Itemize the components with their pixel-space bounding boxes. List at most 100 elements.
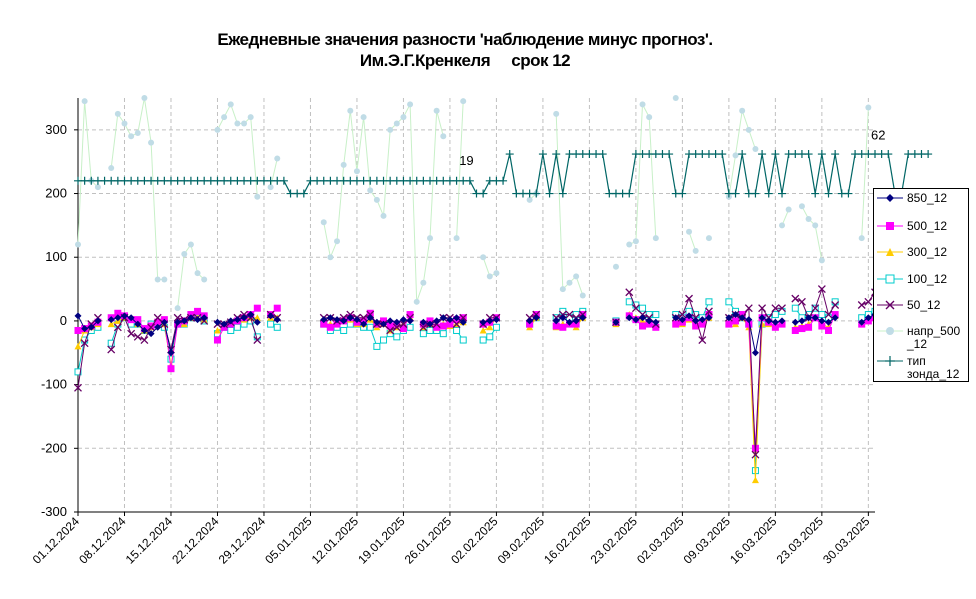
x-tick-label: 02.02.2025 (448, 514, 501, 567)
point (552, 150, 561, 159)
legend-item-100: 100_12 (876, 273, 969, 286)
y-tick-label: -200 (41, 440, 67, 455)
point (154, 318, 162, 326)
point (333, 316, 341, 324)
point (359, 313, 368, 322)
legend: 850_12 500_12 300_12 100_12 50_12 напр_5… (873, 188, 969, 382)
point (884, 150, 893, 159)
series-line (78, 153, 929, 195)
point (187, 314, 195, 322)
point (74, 383, 82, 392)
point (811, 304, 820, 313)
point (160, 318, 168, 326)
point (798, 325, 806, 333)
point (154, 323, 162, 331)
point (778, 189, 787, 198)
point (698, 320, 706, 328)
point (652, 323, 660, 331)
point (147, 322, 155, 330)
point (194, 270, 201, 277)
point (553, 110, 560, 117)
point (778, 307, 786, 315)
series-850_12 (74, 311, 879, 357)
point (81, 98, 88, 105)
point (526, 317, 534, 325)
legend-item-50: 50_12 (876, 299, 969, 312)
point (764, 189, 773, 198)
point (791, 318, 799, 326)
point (565, 318, 573, 326)
point (785, 206, 792, 213)
point (74, 342, 82, 350)
point (407, 101, 414, 108)
point (704, 307, 713, 316)
x-tick-label: 02.03.2025 (634, 514, 687, 567)
point (532, 189, 541, 198)
point (598, 150, 607, 159)
point (373, 196, 380, 203)
series-line (861, 107, 869, 239)
point (127, 329, 136, 338)
point (386, 317, 394, 325)
point (107, 339, 115, 347)
point (545, 189, 554, 198)
point (326, 323, 334, 331)
point (194, 316, 202, 324)
point (279, 176, 288, 185)
point (327, 254, 334, 261)
point (558, 189, 567, 198)
point (791, 294, 800, 303)
point (373, 318, 381, 326)
point (705, 298, 713, 306)
point (751, 189, 760, 198)
series-line (629, 102, 657, 245)
point (798, 203, 805, 210)
point (817, 285, 826, 294)
point (739, 107, 746, 114)
series-line (728, 313, 783, 449)
point (685, 294, 693, 303)
point (141, 95, 148, 101)
y-tick-label: -100 (41, 377, 67, 392)
point (559, 314, 567, 322)
point (94, 317, 102, 325)
point (731, 189, 740, 198)
point (167, 349, 175, 357)
point (479, 318, 487, 326)
legend-label: 50_12 (907, 298, 941, 312)
point (758, 304, 767, 313)
point (373, 342, 381, 350)
point (831, 150, 840, 159)
point (639, 314, 647, 322)
point (692, 247, 699, 254)
x-tick-label: 30.03.2025 (820, 514, 873, 567)
point (74, 326, 82, 334)
point (718, 150, 727, 159)
series-тип зонда_12 (74, 150, 933, 198)
point (426, 326, 434, 334)
point (480, 254, 487, 261)
point (552, 317, 560, 325)
y-tick-label: 0 (60, 313, 67, 328)
point (253, 336, 262, 344)
point (732, 317, 740, 325)
point (387, 126, 394, 133)
x-tick-label: 16.03.2025 (727, 514, 780, 567)
point (120, 312, 128, 320)
series-line (456, 101, 464, 239)
point (678, 189, 687, 198)
point (612, 318, 620, 326)
point (479, 189, 488, 198)
point (532, 314, 540, 322)
point (486, 323, 494, 331)
point (366, 314, 374, 322)
point (460, 98, 467, 105)
point (831, 298, 839, 306)
point (148, 139, 155, 146)
legend-label: напр_500 _12 (907, 324, 961, 351)
point (227, 317, 235, 325)
point (386, 322, 394, 330)
point (181, 251, 188, 258)
point (154, 276, 161, 283)
point (459, 336, 467, 344)
